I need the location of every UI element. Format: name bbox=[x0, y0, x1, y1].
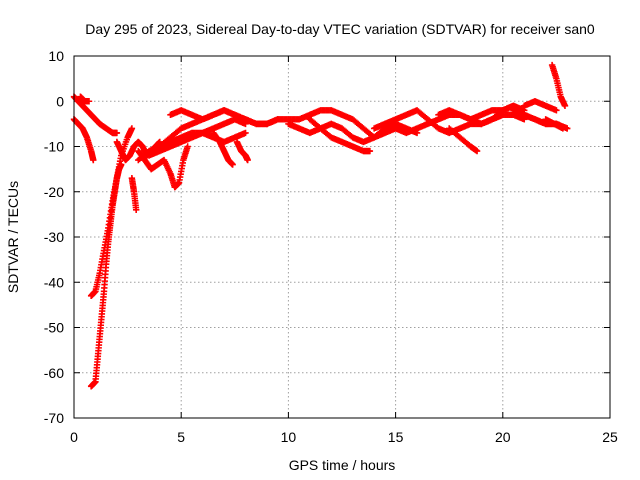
series-arc-l bbox=[145, 116, 249, 159]
x-tick-label: 0 bbox=[70, 429, 78, 445]
data-point bbox=[553, 107, 560, 114]
x-tick-labels: 0 5 10 15 20 25 bbox=[70, 429, 618, 445]
y-tick-label: -40 bbox=[44, 274, 64, 290]
y-tick-label: 0 bbox=[56, 93, 64, 109]
series-arc-q bbox=[306, 116, 374, 155]
series-arc-c bbox=[77, 93, 93, 105]
data-point bbox=[90, 156, 97, 164]
series-arc-g bbox=[128, 174, 140, 214]
y-tick-label: -60 bbox=[44, 365, 64, 381]
chart-title: Day 295 of 2023, Sidereal Day-to-day VTE… bbox=[85, 21, 595, 37]
y-tick-labels: 10 0 -10 -20 -30 -40 -50 -60 -70 bbox=[44, 48, 64, 426]
data-point bbox=[242, 120, 249, 128]
x-axis-label: GPS time / hours bbox=[289, 457, 396, 473]
y-tick-label: -10 bbox=[44, 139, 64, 155]
series-arc-h bbox=[135, 143, 191, 191]
y-tick-label: 10 bbox=[48, 48, 64, 64]
data-point bbox=[128, 125, 136, 132]
series-arc-m bbox=[210, 129, 236, 168]
data-point bbox=[242, 129, 249, 137]
data-point bbox=[366, 147, 374, 155]
y-axis-label: SDTVAR / TECUs bbox=[5, 181, 21, 293]
series-arc-n bbox=[233, 138, 251, 164]
data-point bbox=[132, 206, 140, 214]
data-point bbox=[184, 143, 191, 150]
y-tick-label: -70 bbox=[44, 410, 64, 426]
x-tick-label: 10 bbox=[281, 429, 297, 445]
plot-frame bbox=[73, 55, 611, 419]
x-tick-label: 25 bbox=[602, 429, 618, 445]
series-arc-b bbox=[70, 116, 97, 164]
series-arc-o bbox=[263, 107, 399, 141]
data-point bbox=[113, 129, 121, 137]
x-tick-label: 15 bbox=[388, 429, 404, 445]
y-tick-label: -20 bbox=[44, 184, 64, 200]
y-tick-label: -50 bbox=[44, 320, 64, 336]
series-arc-y bbox=[548, 61, 569, 109]
series-arc-e bbox=[87, 161, 125, 390]
y-tick-label: -30 bbox=[44, 229, 64, 245]
data-point bbox=[85, 98, 93, 105]
series-arc-v bbox=[478, 102, 528, 128]
grid-lines bbox=[74, 56, 610, 418]
x-tick-label: 20 bbox=[495, 429, 511, 445]
data-point bbox=[229, 161, 236, 168]
data-point bbox=[559, 125, 567, 132]
series-arc-u bbox=[446, 125, 481, 155]
data-point bbox=[473, 147, 481, 155]
data-points bbox=[70, 61, 571, 390]
series-arc-z bbox=[542, 116, 567, 132]
data-point bbox=[244, 156, 251, 164]
data-point bbox=[561, 102, 569, 109]
series-arc-x bbox=[521, 98, 560, 114]
data-point bbox=[117, 161, 125, 168]
x-tick-label: 5 bbox=[177, 429, 185, 445]
series-arc-a bbox=[70, 93, 121, 137]
